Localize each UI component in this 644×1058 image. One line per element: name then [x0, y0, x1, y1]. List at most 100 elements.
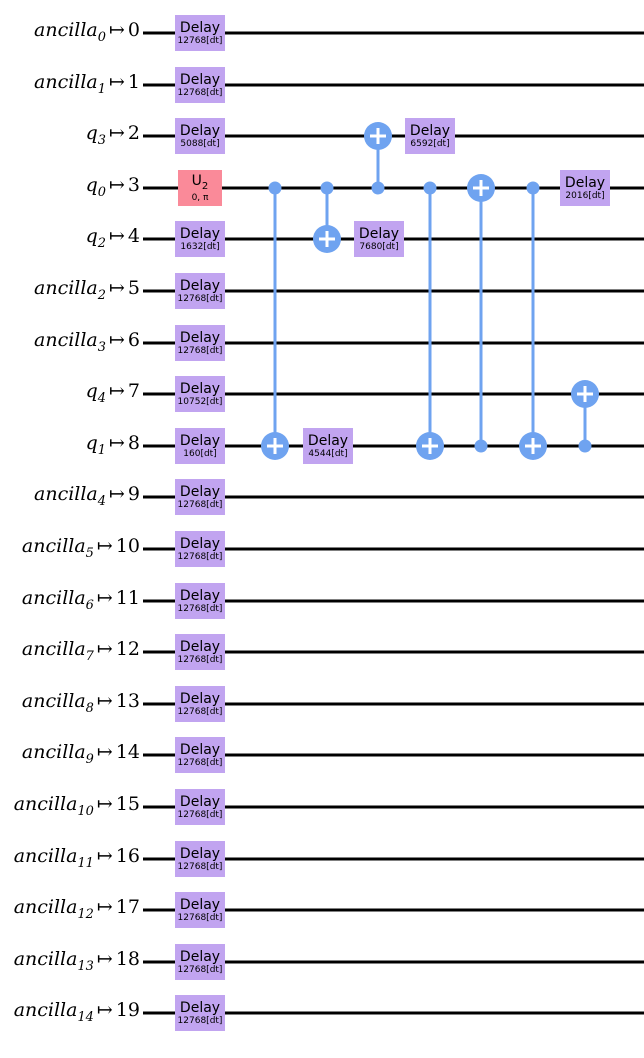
- cnot-target-icon[interactable]: [467, 173, 495, 202]
- delay-gate[interactable]: Delay 12768[dt]: [175, 273, 225, 309]
- gate-parameter: 12768[dt]: [177, 758, 223, 769]
- qubit-wire-15: [143, 805, 644, 809]
- qubit-wire-6: [143, 341, 644, 345]
- gate-label: Delay: [179, 278, 221, 294]
- qubit-wire-13: [143, 702, 644, 706]
- cnot-target-icon[interactable]: [364, 122, 392, 151]
- delay-gate[interactable]: Delay 160[dt]: [175, 427, 225, 464]
- delay-gate[interactable]: Delay 12768[dt]: [175, 685, 225, 722]
- delay-gate[interactable]: Delay 12768[dt]: [175, 66, 225, 103]
- delay-gate[interactable]: Delay 12768[dt]: [175, 15, 225, 51]
- delay-gate[interactable]: Delay 12768[dt]: [175, 789, 225, 825]
- qubit-label-ancilla9: ancilla9 ↦ 14: [21, 741, 140, 768]
- qubit-wire-1: [143, 83, 644, 87]
- delay-gate[interactable]: Delay 12768[dt]: [175, 324, 225, 361]
- gate-parameter: 12768[dt]: [177, 294, 223, 304]
- qubit-label-ancilla2: ancilla2 ↦ 5: [34, 277, 140, 303]
- delay-gate[interactable]: Delay 5088[dt]: [175, 118, 225, 155]
- qubit-wire-12: [143, 650, 644, 654]
- qubit-label-q1: q1 ↦ 8: [85, 431, 140, 458]
- cnot-link-line: [376, 136, 380, 188]
- gate-label: Delay: [179, 587, 221, 604]
- delay-gate[interactable]: Delay 12768[dt]: [175, 479, 225, 516]
- gate-parameter: 12768[dt]: [177, 655, 223, 666]
- gate-parameter: 12768[dt]: [177, 500, 223, 511]
- qubit-label-ancilla3: ancilla3 ↦ 6: [34, 328, 140, 355]
- delay-gate[interactable]: Delay 12768[dt]: [175, 892, 225, 929]
- cnot-target-icon[interactable]: [313, 225, 341, 254]
- qubit-label-ancilla10: ancilla10 ↦ 15: [13, 793, 140, 819]
- cnot-target-icon[interactable]: [261, 431, 289, 460]
- gate-parameter: 12768[dt]: [177, 810, 223, 820]
- qubit-label-ancilla1: ancilla1 ↦ 1: [34, 70, 140, 97]
- delay-gate[interactable]: Delay 6592[dt]: [405, 118, 455, 155]
- delay-gate[interactable]: Delay 10752[dt]: [175, 376, 225, 413]
- qubit-label-q0: q0 ↦ 3: [85, 173, 140, 200]
- qubit-wire-11: [143, 599, 644, 603]
- qubit-wire-8: [143, 444, 644, 448]
- gate-label: Delay: [179, 71, 221, 88]
- gate-parameter: 12768[dt]: [177, 706, 223, 717]
- cnot-control-dot[interactable]: [578, 439, 592, 453]
- gate-label: Delay: [179, 948, 221, 965]
- delay-gate[interactable]: Delay 7680[dt]: [354, 221, 404, 258]
- gate-label: Delay: [179, 897, 221, 914]
- delay-gate[interactable]: Delay 12768[dt]: [175, 943, 225, 980]
- qubit-wire-2: [143, 134, 644, 138]
- qubit-label-ancilla12: ancilla12 ↦ 17: [13, 896, 140, 923]
- delay-gate[interactable]: Delay 12768[dt]: [175, 995, 225, 1032]
- cnot-link-line: [531, 187, 535, 446]
- qubit-label-ancilla6: ancilla6 ↦ 11: [21, 586, 140, 613]
- gate-label: Delay: [179, 484, 221, 501]
- gate-label: Delay: [307, 432, 349, 449]
- gate-label: U2: [191, 172, 209, 192]
- cnot-link-line: [325, 187, 329, 240]
- delay-gate[interactable]: Delay 12768[dt]: [175, 531, 225, 567]
- qubit-wire-7: [143, 392, 644, 396]
- cnot-control-dot[interactable]: [474, 439, 488, 453]
- cnot-control-dot[interactable]: [268, 181, 282, 195]
- delay-gate[interactable]: Delay 4544[dt]: [303, 427, 353, 464]
- gate-parameter: 12768[dt]: [177, 913, 223, 924]
- delay-gate[interactable]: Delay 2016[dt]: [560, 169, 610, 206]
- gate-label: Delay: [179, 432, 221, 449]
- delay-gate[interactable]: Delay 12768[dt]: [175, 840, 225, 877]
- qubit-wire-14: [143, 753, 644, 757]
- gate-label: Delay: [409, 123, 451, 140]
- qubit-wire-9: [143, 495, 644, 499]
- gate-label: Delay: [179, 742, 221, 759]
- qubit-label-ancilla7: ancilla7 ↦ 12: [21, 638, 140, 665]
- gate-parameter: 4544[dt]: [308, 448, 348, 459]
- qubit-wire-19: [143, 1011, 644, 1015]
- cnot-target-icon[interactable]: [519, 431, 547, 460]
- qubit-label-ancilla4: ancilla4 ↦ 9: [34, 483, 140, 510]
- cnot-target-icon[interactable]: [571, 380, 599, 409]
- qubit-wire-0: [143, 31, 644, 35]
- delay-gate[interactable]: Delay 12768[dt]: [175, 634, 225, 671]
- u2-gate[interactable]: U2 0, π: [178, 169, 222, 206]
- qubit-wire-17: [143, 908, 644, 912]
- qubit-wire-5: [143, 289, 644, 293]
- qubit-label-q3: q3 ↦ 2: [85, 122, 140, 149]
- cnot-control-dot[interactable]: [371, 181, 385, 195]
- gate-parameter: 0, π: [191, 192, 209, 203]
- cnot-control-dot[interactable]: [526, 181, 540, 195]
- gate-parameter: 160[dt]: [183, 448, 217, 459]
- gate-label: Delay: [179, 329, 221, 346]
- gate-parameter: 12768[dt]: [177, 603, 223, 614]
- cnot-control-dot[interactable]: [320, 181, 334, 195]
- cnot-link-line: [479, 187, 483, 446]
- qubit-wire-16: [143, 857, 644, 861]
- qubit-label-ancilla5: ancilla5 ↦ 10: [21, 535, 140, 561]
- delay-gate[interactable]: Delay 12768[dt]: [175, 737, 225, 774]
- delay-gate[interactable]: Delay 12768[dt]: [175, 582, 225, 619]
- qubit-wire-18: [143, 960, 644, 964]
- gate-label: Delay: [179, 690, 221, 707]
- cnot-control-dot[interactable]: [423, 181, 437, 195]
- qubit-label-q2: q2 ↦ 4: [85, 225, 140, 252]
- cnot-target-icon[interactable]: [416, 431, 444, 460]
- delay-gate[interactable]: Delay 1632[dt]: [175, 221, 225, 258]
- qubit-wire-10: [143, 547, 644, 551]
- gate-label: Delay: [179, 20, 221, 36]
